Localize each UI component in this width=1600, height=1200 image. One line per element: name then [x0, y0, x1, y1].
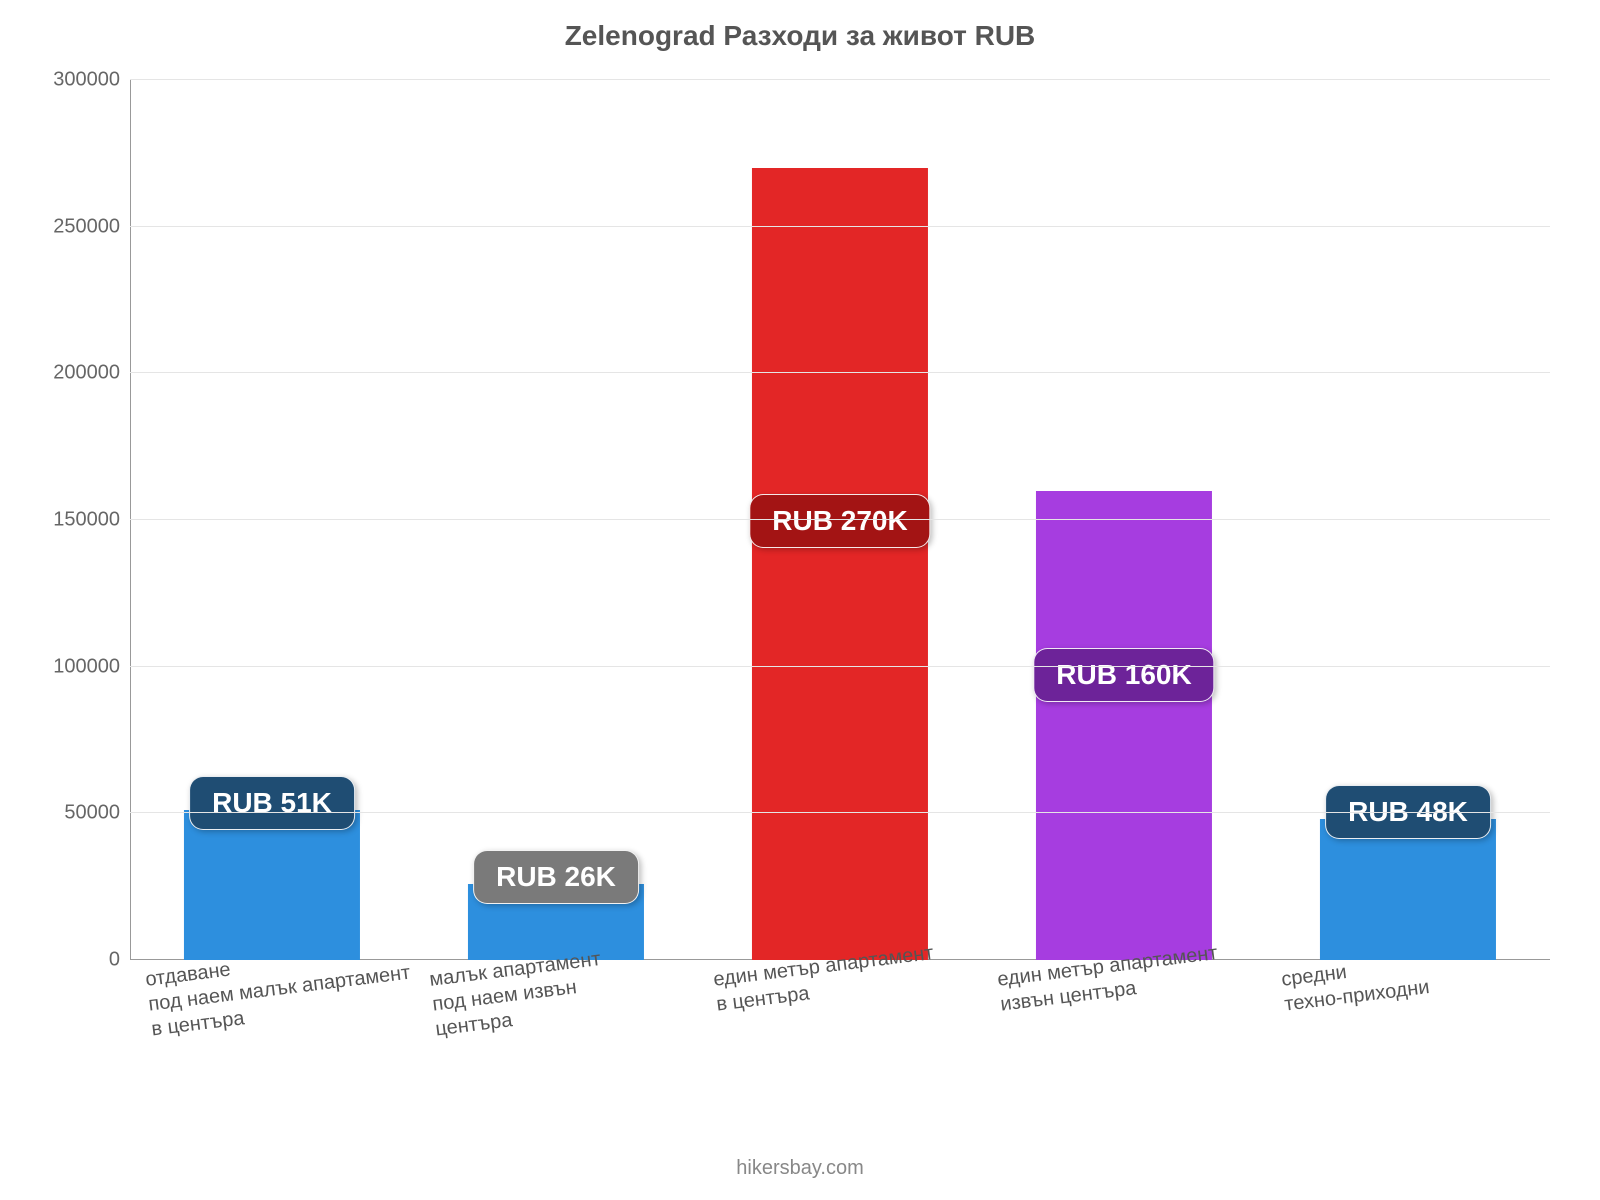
bar: [1320, 819, 1496, 960]
bar: [752, 168, 928, 960]
bar-slot: RUB 270Kедин метър апартамент в центъра: [698, 80, 982, 960]
bars-layer: RUB 51Kотдаване под наем малък апартамен…: [130, 80, 1550, 960]
gridline: [130, 79, 1550, 80]
cost-of-living-chart: Zelenograd Разходи за живот RUB RUB 51Kо…: [0, 0, 1600, 1200]
gridline: [130, 519, 1550, 520]
bar-slot: RUB 26Kмалък апартамент под наем извън ц…: [414, 80, 698, 960]
value-badge: RUB 160K: [1033, 648, 1214, 702]
ytick-label: 50000: [64, 802, 120, 825]
bar-slot: RUB 160Kедин метър апартамент извън цент…: [982, 80, 1266, 960]
chart-title: Zelenograd Разходи за живот RUB: [0, 20, 1600, 52]
gridline: [130, 372, 1550, 373]
value-badge: RUB 270K: [749, 494, 930, 548]
ytick-label: 200000: [53, 362, 120, 385]
value-badge: RUB 26K: [473, 850, 639, 904]
ytick-label: 250000: [53, 215, 120, 238]
bar-slot: RUB 48Kсредни техно-приходни: [1266, 80, 1550, 960]
ytick-label: 150000: [53, 509, 120, 532]
plot-area: RUB 51Kотдаване под наем малък апартамен…: [130, 80, 1550, 960]
xtick-label: средни техно-приходни: [1280, 950, 1431, 1017]
bar-slot: RUB 51Kотдаване под наем малък апартамен…: [130, 80, 414, 960]
gridline: [130, 226, 1550, 227]
ytick-label: 100000: [53, 655, 120, 678]
bar: [1036, 491, 1212, 960]
gridline: [130, 666, 1550, 667]
ytick-label: 0: [109, 949, 120, 972]
gridline: [130, 812, 1550, 813]
value-badge: RUB 51K: [189, 776, 355, 830]
ytick-label: 300000: [53, 69, 120, 92]
xtick-label: малък апартамент под наем извън центъра: [428, 947, 608, 1042]
bar: [184, 810, 360, 960]
attribution: hikersbay.com: [736, 1157, 863, 1180]
